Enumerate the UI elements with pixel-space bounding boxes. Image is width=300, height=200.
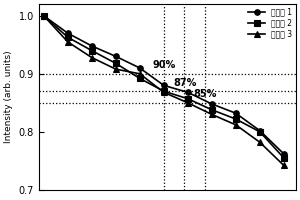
- 实施例 2: [66, 36, 70, 38]
- 实施例 1: [90, 45, 94, 47]
- 实施例 3: [90, 56, 94, 59]
- 实施例 3: [186, 102, 190, 104]
- 实施例 2: [186, 98, 190, 100]
- 实施例 1: [42, 15, 46, 17]
- 实施例 2: [258, 131, 262, 133]
- 实施例 2: [114, 62, 118, 65]
- Y-axis label: Intensity (arb. units): Intensity (arb. units): [4, 51, 13, 143]
- 实施例 3: [114, 68, 118, 70]
- 实施例 1: [162, 84, 166, 87]
- 实施例 2: [162, 90, 166, 92]
- 实施例 1: [66, 32, 70, 34]
- Line: 实施例 3: 实施例 3: [41, 13, 286, 168]
- 实施例 2: [282, 157, 286, 159]
- 实施例 1: [258, 129, 262, 132]
- 实施例 3: [138, 73, 142, 75]
- 实施例 3: [42, 15, 46, 17]
- Text: 90%: 90%: [153, 60, 176, 70]
- 实施例 2: [42, 15, 46, 17]
- 实施例 1: [234, 112, 238, 114]
- 实施例 3: [282, 164, 286, 167]
- 实施例 1: [282, 153, 286, 155]
- 实施例 1: [210, 103, 214, 105]
- 实施例 3: [234, 124, 238, 126]
- 实施例 1: [138, 67, 142, 69]
- 实施例 3: [66, 41, 70, 43]
- 实施例 1: [114, 55, 118, 58]
- Line: 实施例 2: 实施例 2: [41, 13, 286, 161]
- 实施例 2: [234, 118, 238, 120]
- Text: 85%: 85%: [194, 89, 217, 99]
- Line: 实施例 1: 实施例 1: [41, 13, 286, 157]
- 实施例 2: [138, 77, 142, 80]
- 实施例 3: [258, 141, 262, 143]
- 实施例 3: [162, 91, 166, 94]
- 实施例 1: [186, 91, 190, 94]
- 实施例 3: [210, 113, 214, 116]
- 实施例 2: [210, 109, 214, 111]
- Text: 87%: 87%: [173, 78, 197, 88]
- Legend: 实施例 1, 实施例 2, 实施例 3: 实施例 1, 实施例 2, 实施例 3: [246, 5, 295, 41]
- 实施例 2: [90, 49, 94, 52]
